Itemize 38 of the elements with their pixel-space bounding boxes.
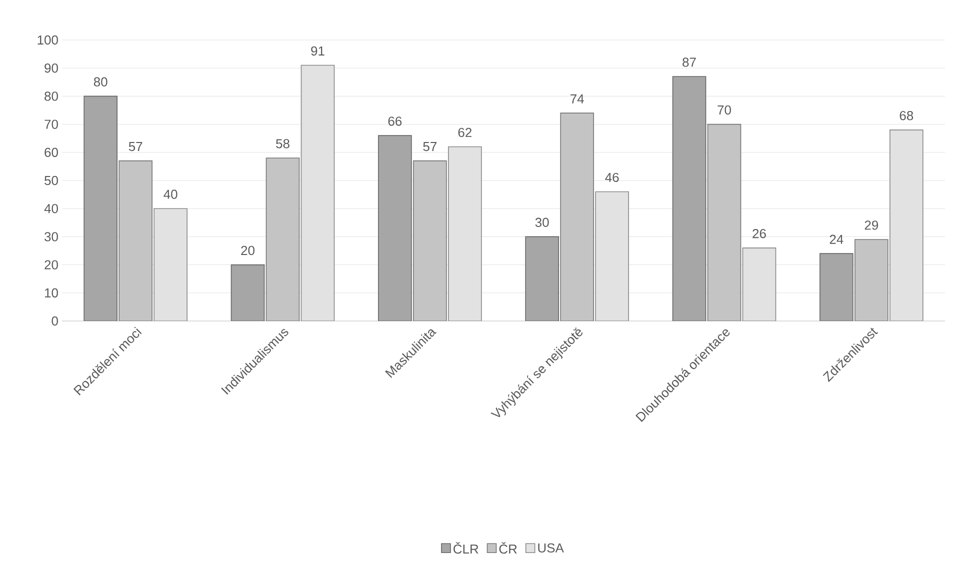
y-tick-label: 60 bbox=[44, 148, 58, 157]
y-tick-label: 30 bbox=[44, 232, 58, 242]
bar bbox=[672, 76, 706, 321]
y-tick-label: 70 bbox=[44, 120, 58, 129]
y-tick-label: 0 bbox=[52, 316, 58, 326]
data-label: 30 bbox=[535, 218, 549, 227]
data-label: 70 bbox=[718, 105, 731, 115]
data-label: 58 bbox=[276, 139, 290, 148]
data-label: 57 bbox=[423, 142, 436, 152]
data-label: 29 bbox=[864, 220, 878, 230]
data-label: 66 bbox=[388, 116, 402, 126]
data-label: 87 bbox=[682, 58, 696, 67]
data-label: 20 bbox=[241, 246, 254, 256]
data-label: 62 bbox=[458, 128, 472, 138]
legend-label: ČR bbox=[499, 542, 517, 554]
data-label: 26 bbox=[752, 229, 766, 238]
data-label: 68 bbox=[900, 110, 914, 120]
y-tick-label: 40 bbox=[44, 204, 58, 214]
bar bbox=[84, 96, 118, 321]
y-tick-label: 10 bbox=[45, 288, 58, 298]
data-label: 40 bbox=[164, 190, 178, 199]
bar bbox=[378, 135, 412, 321]
y-tick-label: 50 bbox=[44, 176, 58, 186]
data-label: 91 bbox=[311, 46, 324, 56]
data-label: 46 bbox=[605, 172, 619, 182]
data-label: 74 bbox=[570, 94, 584, 104]
bar bbox=[525, 236, 559, 321]
data-label: 24 bbox=[830, 234, 844, 244]
y-tick-label: 80 bbox=[44, 92, 58, 101]
y-tick-label: 100 bbox=[38, 35, 58, 45]
data-label: 80 bbox=[94, 77, 108, 86]
bar bbox=[820, 253, 854, 321]
y-tick-label: 90 bbox=[44, 63, 58, 73]
legend-label: USA bbox=[538, 543, 564, 553]
data-label: 57 bbox=[128, 142, 142, 152]
legend-label: ČLR bbox=[454, 542, 478, 554]
y-tick-label: 20 bbox=[44, 260, 58, 270]
bar bbox=[230, 264, 265, 321]
